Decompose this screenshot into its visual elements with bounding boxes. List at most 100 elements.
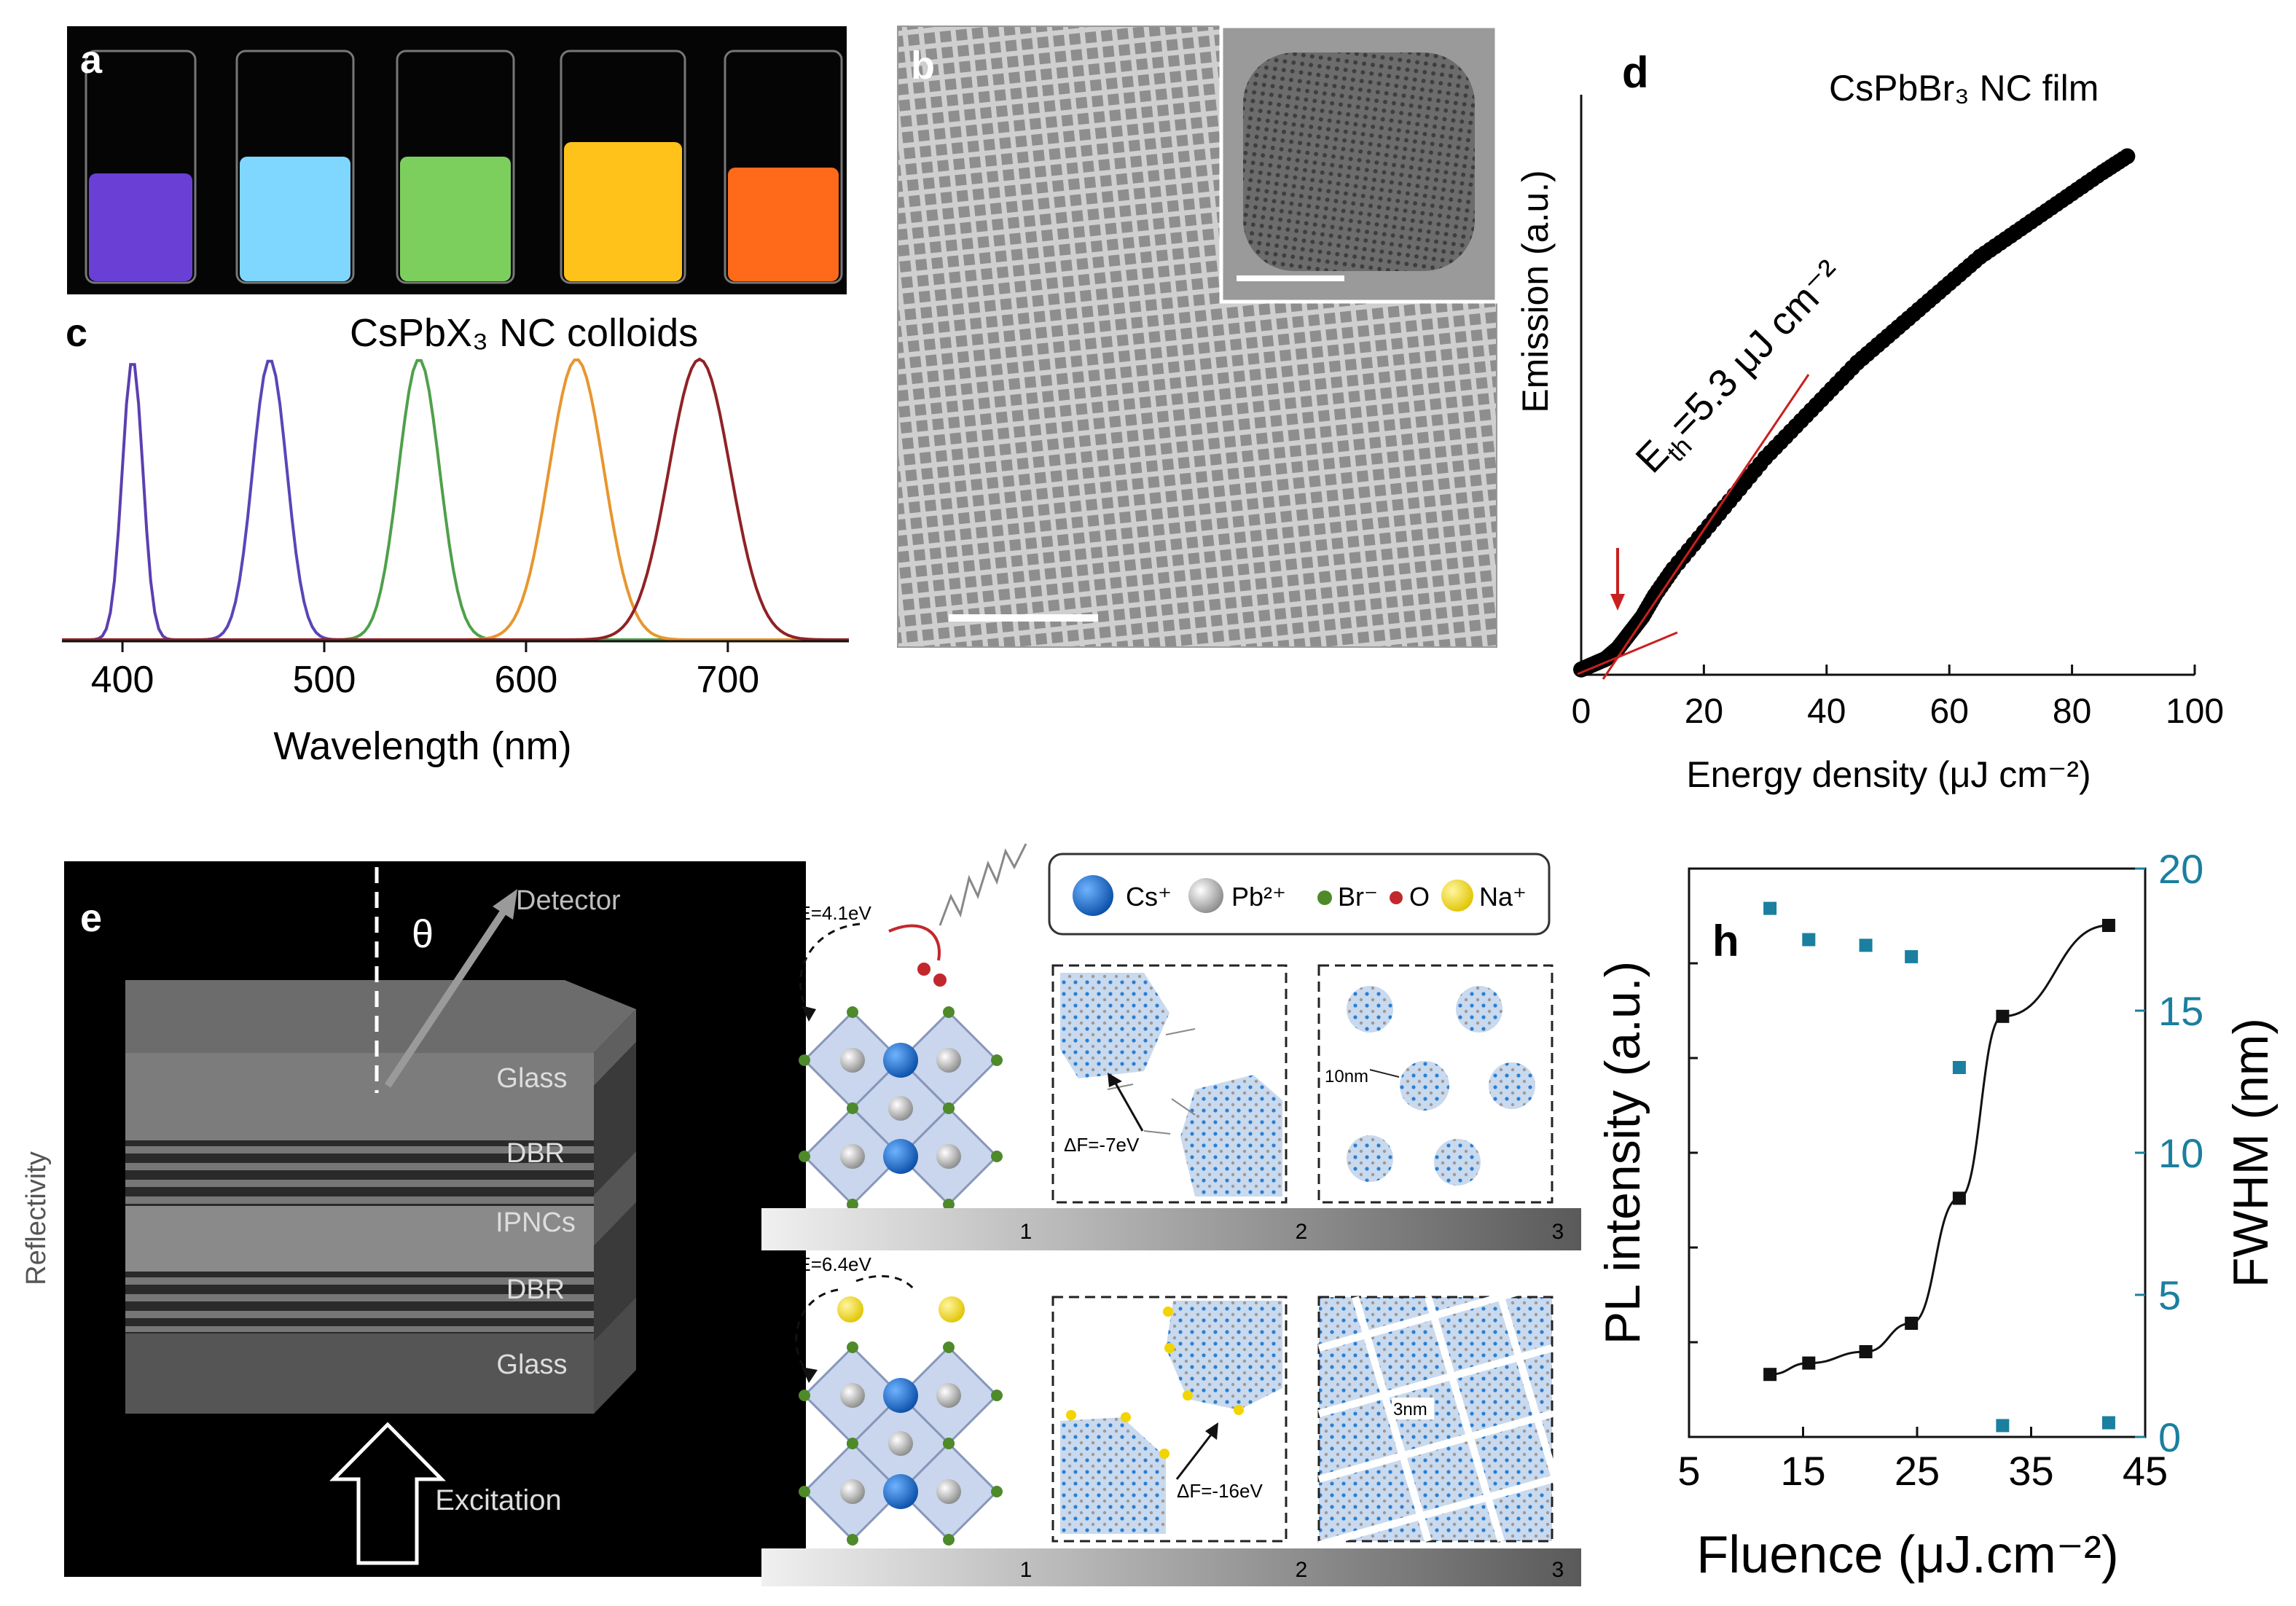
pb-ion xyxy=(888,1431,913,1456)
pb-ion xyxy=(936,1144,961,1169)
nanocrystal xyxy=(1456,986,1502,1033)
panel-label-h: h xyxy=(1712,917,1739,965)
x-tick-label: 15 xyxy=(1780,1448,1825,1494)
f-spacing: 10nm xyxy=(1325,1067,1368,1086)
panel-h-right-ticks: 0 5 10 15 20 xyxy=(2135,846,2203,1460)
theta-label: θ xyxy=(412,912,434,956)
layer-ipncs xyxy=(125,1206,594,1272)
br-ion xyxy=(799,1486,810,1497)
x-tick-label: 45 xyxy=(2123,1448,2168,1494)
f-delta-e: ΔE=4.1eV xyxy=(785,902,871,924)
panel-b: b xyxy=(897,24,1499,648)
na-exchange-arrow xyxy=(795,1288,839,1375)
g-delta-f: ΔF=-16eV xyxy=(1177,1480,1263,1502)
vial-violet xyxy=(85,50,197,284)
br-ion xyxy=(991,1054,1003,1066)
layer-label-ipncs: IPNCs xyxy=(495,1207,576,1238)
nanocrystal xyxy=(1489,1062,1535,1109)
vial-yellow xyxy=(560,50,686,284)
panel-label-g: g xyxy=(743,1266,767,1309)
legend-pb-icon xyxy=(1188,878,1223,913)
spectra-plot xyxy=(62,357,849,641)
g-delta-e: ΔE=6.4eV xyxy=(785,1253,871,1275)
br-ion xyxy=(943,1006,955,1018)
nanocrystal xyxy=(1166,1301,1282,1410)
br-ion xyxy=(799,1151,810,1162)
br-ion xyxy=(847,1102,858,1114)
tem-scale-bar xyxy=(949,614,1098,622)
g-spacing: 3nm xyxy=(1393,1400,1427,1419)
baseline-fit-line xyxy=(1577,631,1678,675)
layer-label-glass-top: Glass xyxy=(496,1063,567,1094)
g-stage-2-label: 2 xyxy=(1296,1558,1308,1582)
spectrum-red xyxy=(62,357,849,641)
pl-intensity-point xyxy=(1952,1191,1966,1205)
g-stage-2: ΔF=-16eV xyxy=(1051,1296,1288,1543)
legend-na: Na⁺ xyxy=(1479,882,1527,912)
vial-liquid xyxy=(240,157,350,281)
br-ion xyxy=(847,1341,858,1353)
x-tick-label: 700 xyxy=(696,659,759,701)
right-tick-label: 15 xyxy=(2158,988,2203,1034)
layer-glass-top xyxy=(125,1053,594,1140)
f-stage-strip xyxy=(761,1208,1581,1250)
panel-fg: Cs⁺ Pb²⁺ Br⁻ O Na⁺ ΔE=4.1eV f xyxy=(743,843,1581,1586)
pb-ion xyxy=(840,1383,865,1408)
br-ion xyxy=(943,1341,955,1353)
right-tick-label: 0 xyxy=(2158,1414,2181,1460)
x-tick-label: 400 xyxy=(91,659,154,701)
pl-intensity-fit-curve xyxy=(1770,924,2109,1376)
panel-d-y-label: Emission (a.u.) xyxy=(1515,170,1556,412)
br-ion xyxy=(943,1438,955,1449)
pl-intensity-point xyxy=(2101,919,2115,932)
panel-a: a xyxy=(67,26,847,294)
layer-label-dbr-top: DBR xyxy=(506,1138,565,1169)
tem-inset-nanocrystal xyxy=(1243,52,1475,271)
spectrum-orange xyxy=(62,359,849,641)
vial-liquid xyxy=(564,142,682,281)
x-tick-label: 35 xyxy=(2008,1448,2053,1494)
threshold-arrow-head xyxy=(1610,594,1625,611)
reflectivity-label: Reflectivity xyxy=(21,1151,52,1285)
x-tick-label: 600 xyxy=(495,659,558,701)
f-stage-1: 1 xyxy=(1020,1220,1033,1244)
x-tick-label: 80 xyxy=(2053,692,2091,731)
lattice-g xyxy=(799,1341,1003,1546)
fwhm-point xyxy=(1905,949,1919,963)
excitation-label: Excitation xyxy=(435,1484,561,1516)
layer-glass-bottom xyxy=(125,1333,594,1414)
right-tick-label: 5 xyxy=(2158,1272,2181,1318)
vial-liquid xyxy=(728,168,839,281)
right-tick-label: 10 xyxy=(2158,1130,2203,1176)
right-tick-label: 20 xyxy=(2158,846,2203,892)
panel-c: c CsPbX₃ NC colloids 400 500 600 700 Wavele… xyxy=(62,311,849,768)
legend-na-icon xyxy=(1441,880,1473,912)
spectrum-blue xyxy=(62,359,849,641)
lattice-f xyxy=(799,1006,1003,1210)
br-ion xyxy=(799,1390,810,1401)
pl-intensity-point xyxy=(1802,1356,1816,1370)
cs-ion xyxy=(883,1043,918,1078)
panel-c-x-label: Wavelength (nm) xyxy=(273,724,571,768)
fwhm-point xyxy=(1802,933,1816,947)
br-ion xyxy=(847,1438,858,1449)
legend-o-icon xyxy=(1390,891,1403,904)
ion-legend: Cs⁺ Pb²⁺ Br⁻ O Na⁺ xyxy=(1048,853,1551,936)
fwhm-point xyxy=(1763,901,1777,915)
g-stage-3-label: 3 xyxy=(1552,1558,1564,1582)
fwhm-point xyxy=(1859,939,1873,952)
g-stage-strip xyxy=(761,1548,1581,1586)
pb-ion xyxy=(936,1383,961,1408)
panel-d-data-points xyxy=(1573,148,2136,678)
panel-d-title: CsPbBr₃ NC film xyxy=(1829,68,2099,109)
br-ion xyxy=(847,1199,858,1210)
cs-ion xyxy=(883,1139,918,1174)
cavity-top-face xyxy=(125,980,636,1053)
g-stage-1: 1 xyxy=(1020,1558,1033,1582)
br-ion xyxy=(847,1534,858,1546)
vial-orange xyxy=(724,50,843,284)
br-ion xyxy=(991,1151,1003,1162)
panel-d: 0 20 40 60 80 100 d CsPbBr₃ NC film Eth=5.3 μ… xyxy=(1515,48,2224,795)
panel-d-x-label: Energy density (μJ cm⁻²) xyxy=(1686,754,2091,795)
